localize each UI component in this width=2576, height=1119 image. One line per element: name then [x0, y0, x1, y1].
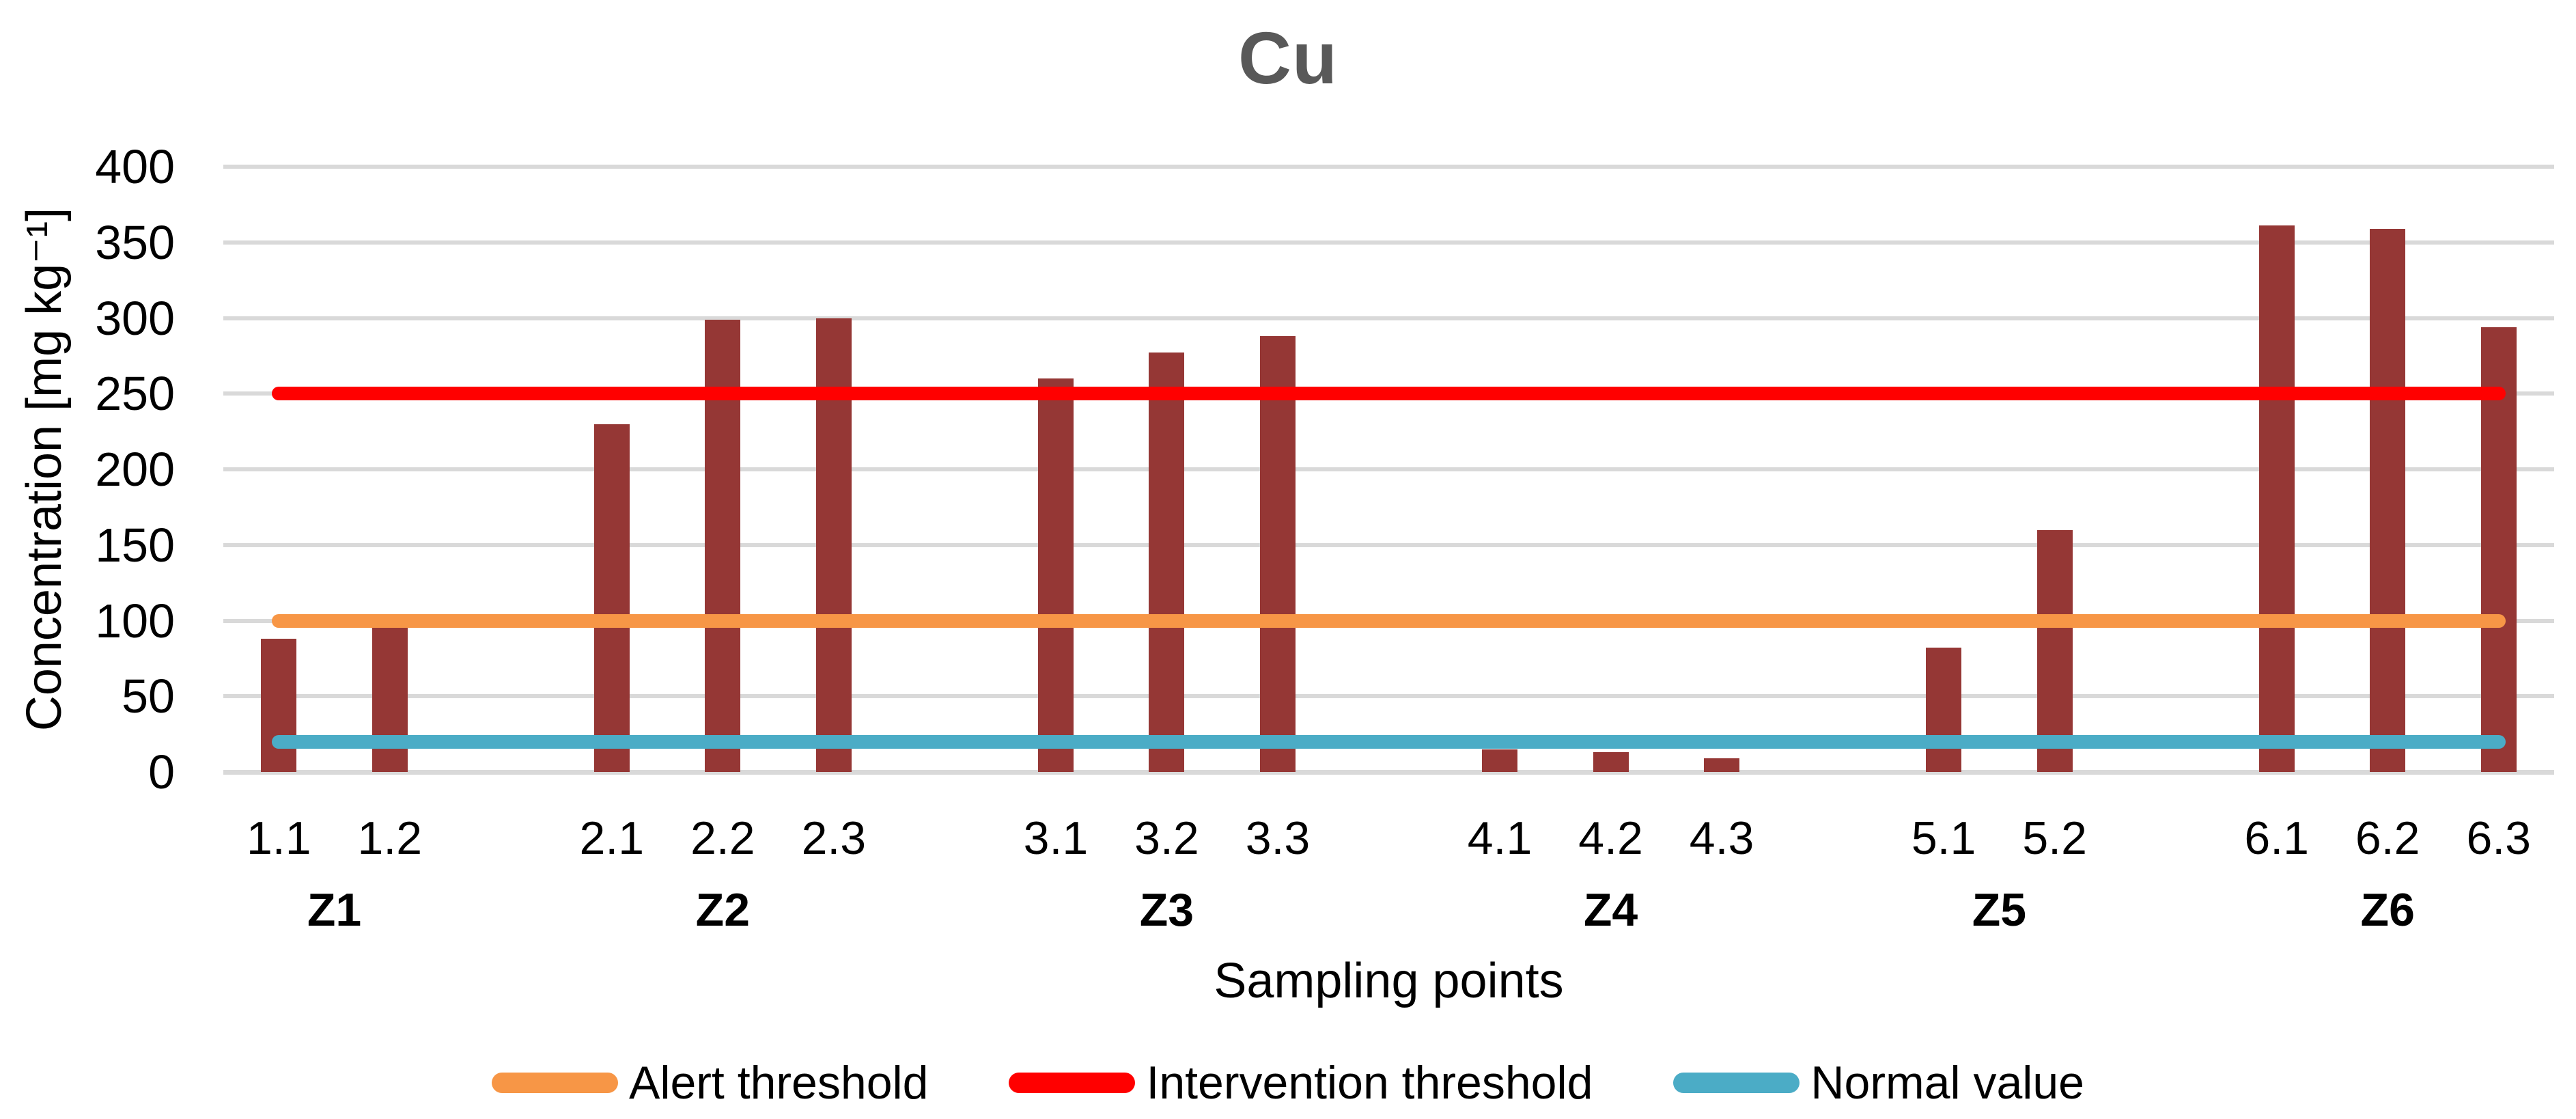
bar-4.2 [1593, 752, 1629, 772]
plot-area [223, 165, 2554, 775]
group-label-Z4: Z4 [1583, 884, 1638, 936]
y-tick-label: 300 [95, 291, 175, 345]
bar-4.1 [1482, 749, 1518, 772]
y-tick-label: 100 [95, 594, 175, 648]
x-tick-label: 4.2 [1578, 812, 1643, 864]
legend-line-swatch [491, 1073, 618, 1093]
y-tick-label: 200 [95, 443, 175, 496]
bar-5.2 [2036, 529, 2073, 772]
legend-line-swatch [1673, 1073, 1800, 1093]
x-tick-label: 2.2 [690, 812, 755, 864]
y-tick-label: 150 [95, 518, 175, 572]
x-tick-label: 5.1 [1911, 812, 1976, 864]
x-tick-label: 5.2 [2022, 812, 2087, 864]
y-tick-label: 0 [148, 745, 175, 799]
gridline [223, 165, 2554, 169]
x-tick-label: 4.3 [1689, 812, 1754, 864]
x-tick-label: 3.1 [1023, 812, 1089, 864]
reference-line-normal-value [272, 734, 2506, 749]
y-tick-label: 50 [122, 669, 175, 723]
reference-line-alert-threshold [272, 613, 2506, 628]
gridline [223, 316, 2554, 320]
y-tick-label: 350 [95, 215, 175, 269]
x-axis-line [223, 770, 2554, 775]
gridline [223, 694, 2554, 699]
legend-item-intervention-threshold: Intervention threshold [1009, 1058, 1593, 1107]
x-tick-label: 1.1 [246, 812, 311, 864]
legend-item-normal-value: Normal value [1673, 1058, 2084, 1107]
bar-6.2 [2370, 228, 2406, 772]
x-tick-label: 2.3 [801, 812, 867, 864]
bar-3.1 [1037, 378, 1074, 772]
x-axis-title: Sampling points [1214, 954, 1564, 1008]
x-tick-label: 2.1 [579, 812, 645, 864]
y-tick-label: 250 [95, 367, 175, 421]
legend: Alert threshold Intervention threshold Nor… [0, 1055, 2576, 1110]
legend-line-swatch [1009, 1073, 1136, 1093]
bar-1.2 [372, 616, 408, 772]
bar-6.1 [2258, 225, 2295, 772]
group-label-Z6: Z6 [2360, 884, 2415, 936]
x-tick-label: 6.3 [2466, 812, 2531, 864]
x-tick-label: 1.2 [357, 812, 423, 864]
bar-2.3 [815, 318, 852, 772]
legend-label: Normal value [1810, 1057, 2085, 1109]
legend-label: Alert threshold [628, 1057, 929, 1109]
gridline [223, 542, 2554, 547]
x-tick-label: 6.2 [2355, 812, 2420, 864]
y-tick-label: 400 [95, 140, 175, 193]
chart-title: Cu [1238, 16, 1338, 99]
reference-line-intervention-threshold [272, 387, 2506, 401]
bar-2.1 [593, 424, 630, 772]
x-tick-label: 6.1 [2244, 812, 2309, 864]
bar-5.1 [1926, 648, 1962, 772]
gridline [223, 467, 2554, 471]
bar-6.3 [2480, 327, 2517, 772]
group-label-Z5: Z5 [1972, 884, 2027, 936]
x-tick-label: 4.1 [1467, 812, 1532, 864]
legend-label: Intervention threshold [1146, 1057, 1593, 1109]
bar-1.1 [261, 639, 297, 772]
bar-3.2 [1149, 353, 1185, 772]
bar-4.3 [1704, 758, 1740, 772]
group-label-Z3: Z3 [1139, 884, 1194, 936]
bar-3.3 [1259, 336, 1296, 772]
legend-item-alert-threshold: Alert threshold [491, 1057, 929, 1109]
x-tick-label: 3.2 [1134, 812, 1199, 864]
group-label-Z2: Z2 [695, 884, 751, 936]
gridline [223, 240, 2554, 245]
group-label-Z1: Z1 [307, 884, 362, 936]
x-tick-label: 3.3 [1245, 812, 1311, 864]
